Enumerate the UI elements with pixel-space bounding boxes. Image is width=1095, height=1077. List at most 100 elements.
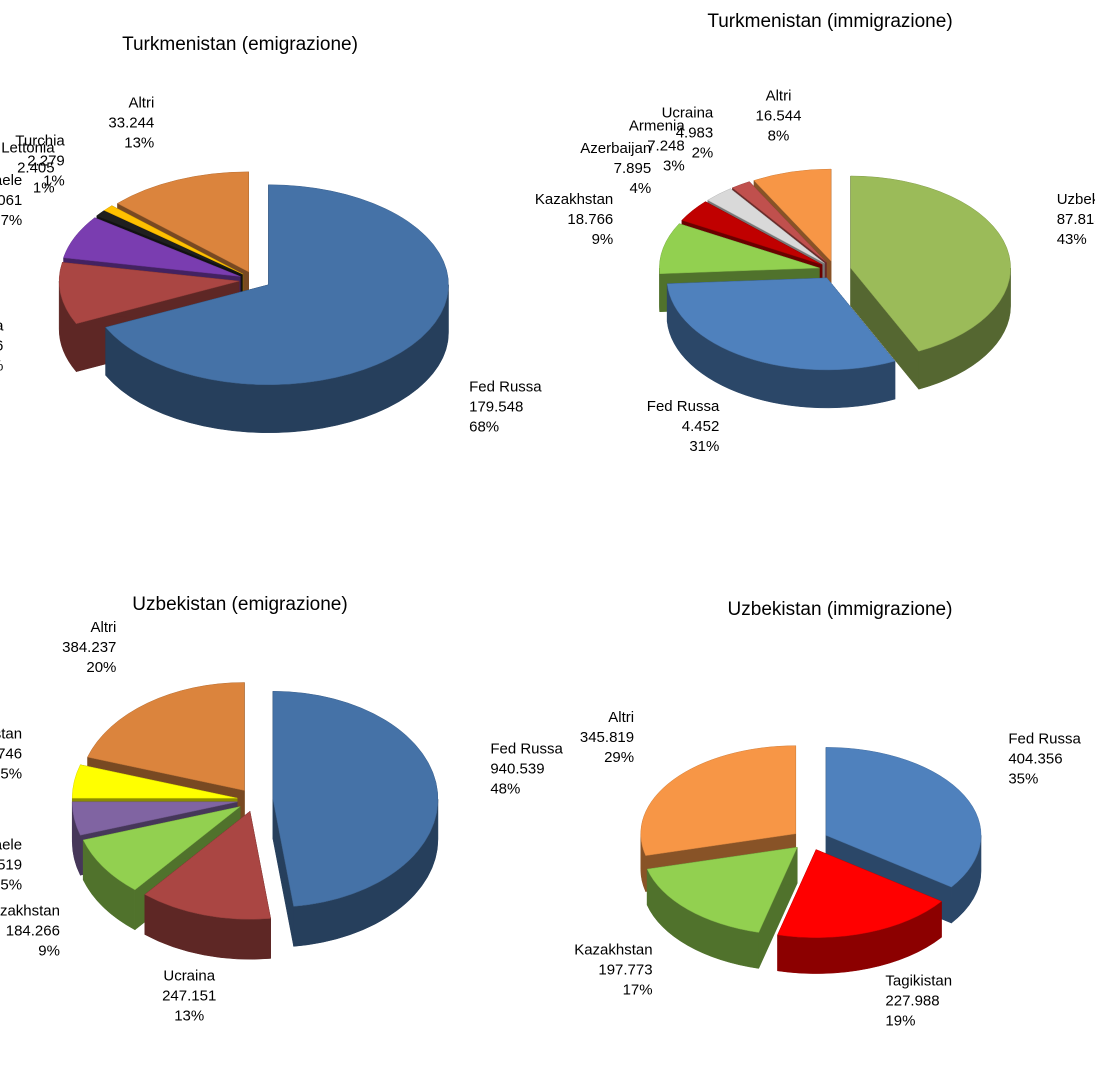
percent-label: 2%: [692, 144, 714, 161]
slice: [103, 205, 244, 275]
count-label: 33.244: [108, 114, 154, 131]
count-label: 4.452: [682, 418, 720, 435]
count-label: 7.248: [647, 137, 685, 154]
count-label: 404.356: [1008, 750, 1062, 767]
slice: [71, 801, 238, 836]
pie-chart: Turkmenistan (immigrazione) Uzbekistan 87.…: [535, 11, 1095, 455]
category-label: Azerbaijan: [580, 140, 651, 157]
category-label: Uzbekistan: [1057, 191, 1095, 208]
count-label: 384.237: [62, 639, 116, 656]
category-label: Tagikistan: [885, 973, 952, 990]
slice: [707, 188, 825, 264]
percent-label: 35%: [1008, 770, 1038, 787]
slice: [272, 691, 439, 907]
category-label: Kazakhstan: [535, 191, 613, 208]
count-label: 4.983: [676, 124, 714, 141]
count-label: 16.544: [756, 107, 802, 124]
count-label: 197.773: [598, 961, 652, 978]
count-label: 101.519: [0, 856, 22, 873]
chart-title: Uzbekistan (immigrazione): [728, 599, 953, 620]
slice: [144, 810, 271, 920]
slice: [105, 184, 449, 385]
slice-labels: Fed Russa 404.356 35% Tagikistan 227.988 19% K…: [574, 709, 1081, 1029]
category-label: Fed Russa: [469, 379, 542, 396]
category-label: Altri: [766, 87, 792, 104]
slice: [71, 764, 238, 799]
slice: [850, 175, 1011, 352]
category-label: Fed Russa: [1008, 730, 1081, 747]
slice: [659, 223, 820, 275]
category-label: Ucraina: [163, 967, 215, 984]
count-label: 7.895: [614, 160, 652, 177]
category-label: Kirghizistan: [0, 725, 22, 742]
count-label: 18.061: [0, 192, 22, 209]
count-label: 940.539: [490, 761, 544, 778]
count-label: 184.266: [6, 923, 60, 940]
count-label: 87.813: [1057, 211, 1095, 228]
slice: [63, 217, 241, 277]
percent-label: 3%: [663, 157, 685, 174]
slice: [96, 210, 243, 275]
slice: [753, 168, 832, 262]
percent-label: 29%: [604, 749, 634, 766]
percent-label: 9%: [38, 943, 60, 960]
count-label: 2.279: [27, 153, 65, 170]
chart-title: Turkmenistan (immigrazione): [707, 11, 952, 32]
percent-label: 19%: [885, 1013, 915, 1030]
slice: [681, 201, 823, 265]
category-label: Ucraina: [662, 104, 714, 121]
slice: [666, 277, 896, 371]
pie-chart: Uzbekistan (immigrazione) Fed Russa 404.35…: [574, 599, 1081, 1029]
count-label: 25.416: [0, 338, 3, 355]
percent-label: 43%: [1057, 231, 1087, 248]
percent-label: 48%: [490, 781, 520, 798]
slice-tops: [659, 168, 1011, 371]
percent-label: 8%: [768, 127, 790, 144]
slice: [640, 745, 797, 856]
slice-labels: Fed Russa 179.548 68% Ucraina 25.416 10% Israe…: [0, 94, 542, 435]
percent-label: 68%: [469, 419, 499, 436]
category-label: Altri: [608, 709, 634, 726]
percent-label: 13%: [174, 1007, 204, 1024]
category-label: Kazakhstan: [0, 903, 60, 920]
count-label: 18.766: [567, 211, 613, 228]
slice-labels: Uzbekistan 87.813 43% Fed Russa 4.452 31% Kaza…: [535, 87, 1095, 454]
slice: [58, 262, 240, 324]
category-label: Fed Russa: [647, 398, 720, 415]
percent-label: 5%: [0, 765, 22, 782]
slice: [82, 806, 241, 891]
count-label: 247.151: [162, 987, 216, 1004]
slice: [731, 181, 827, 263]
slice: [87, 682, 245, 791]
count-label: 345.819: [580, 729, 634, 746]
percent-label: 9%: [592, 231, 614, 248]
slice-tops: [640, 745, 982, 938]
category-label: Altri: [91, 619, 117, 636]
slice: [777, 849, 942, 938]
pie-chart: Uzbekistan (emigrazione) Fed Russa 940.539…: [0, 594, 564, 1024]
percent-label: 4%: [630, 180, 652, 197]
category-label: Israele: [0, 836, 22, 853]
percent-label: 1%: [33, 180, 55, 197]
percent-label: 31%: [689, 438, 719, 455]
slice: [116, 171, 249, 273]
percent-label: 13%: [124, 134, 154, 151]
category-label: Armenia: [629, 117, 686, 134]
count-label: 227.988: [885, 993, 939, 1010]
category-label: Fed Russa: [490, 741, 563, 758]
slice: [825, 747, 982, 888]
percent-label: 20%: [86, 659, 116, 676]
percent-label: 10%: [0, 358, 3, 375]
pie-chart: Turkmenistan (emigrazione) Fed Russa 179.5…: [0, 34, 542, 436]
slice-tops: [71, 682, 439, 920]
category-label: Turchia: [15, 133, 65, 150]
category-label: Kazakhstan: [574, 941, 652, 958]
count-label: 2.405: [17, 160, 55, 177]
count-label: 96.746: [0, 745, 22, 762]
percent-label: 17%: [623, 981, 653, 998]
percent-label: 5%: [0, 876, 22, 893]
category-label: Israele: [0, 172, 22, 189]
count-label: 179.548: [469, 399, 523, 416]
chart-title: Turkmenistan (emigrazione): [122, 34, 358, 55]
